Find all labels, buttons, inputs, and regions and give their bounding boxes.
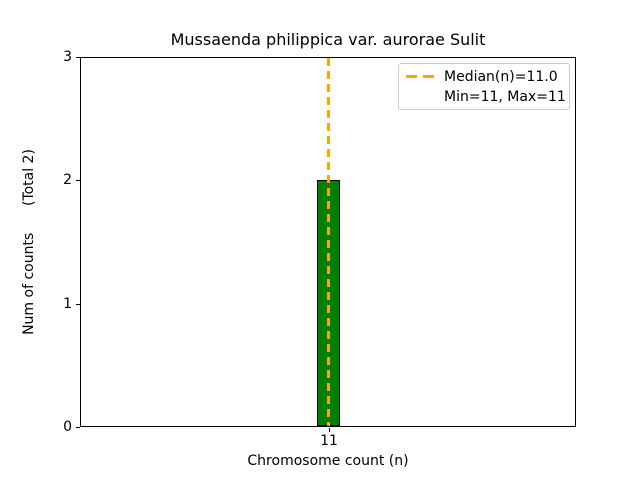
y-tick-label: 2 xyxy=(63,172,72,188)
x-tick-label: 11 xyxy=(320,433,338,449)
median-line xyxy=(327,58,330,426)
legend-label-median: Median(n)=11.0 xyxy=(444,68,558,85)
legend-box: Median(n)=11.0 Min=11, Max=11 xyxy=(398,63,570,110)
x-tick-mark xyxy=(329,428,330,432)
legend-entry-median: Median(n)=11.0 xyxy=(406,67,562,87)
chart-title: Mussaenda philippica var. aurorae Sulit xyxy=(170,30,486,49)
x-axis-label: Chromosome count (n) xyxy=(247,453,409,469)
dashed-line-icon xyxy=(406,75,434,78)
y-tick-label: 0 xyxy=(63,419,72,435)
legend-entry-minmax: Min=11, Max=11 xyxy=(406,87,566,107)
y-tick-mark xyxy=(76,57,80,58)
y-tick-mark xyxy=(76,304,80,305)
y-tick-label: 3 xyxy=(63,49,72,65)
legend-label-minmax: Min=11, Max=11 xyxy=(444,88,566,105)
y-tick-label: 1 xyxy=(63,296,72,312)
y-tick-mark xyxy=(76,427,80,428)
plot-area xyxy=(80,57,576,427)
y-tick-mark xyxy=(76,180,80,181)
